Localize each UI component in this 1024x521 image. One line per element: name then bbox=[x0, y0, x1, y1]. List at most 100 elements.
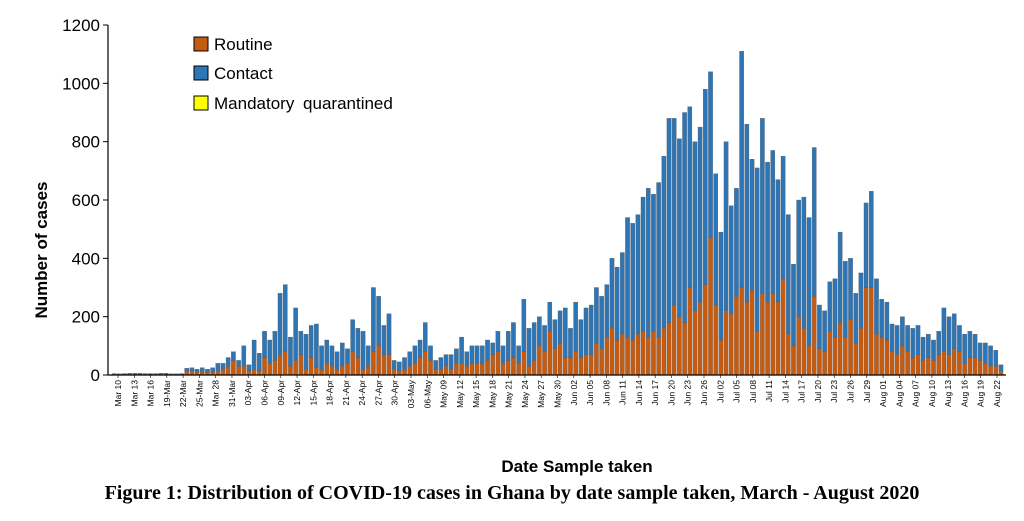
bar-contact bbox=[754, 167, 760, 332]
bar-routine bbox=[568, 357, 573, 376]
bar-contact bbox=[371, 287, 376, 352]
x-tick-label: Jul 11 bbox=[764, 380, 774, 402]
x-tick-label: 15-Apr bbox=[308, 380, 318, 406]
bar-routine bbox=[583, 354, 589, 376]
bar-contact bbox=[272, 331, 278, 361]
bar-routine bbox=[288, 366, 293, 376]
bar-contact bbox=[500, 345, 506, 364]
bar-routine bbox=[625, 336, 630, 376]
bar-contact bbox=[822, 310, 827, 352]
bar-routine bbox=[423, 351, 428, 376]
bar-routine bbox=[262, 357, 267, 376]
bar-contact bbox=[931, 339, 936, 361]
x-tick-label: May 12 bbox=[455, 380, 465, 408]
bar-contact bbox=[962, 334, 967, 364]
bar-routine bbox=[884, 339, 890, 376]
bar-routine bbox=[646, 336, 651, 376]
bar-routine bbox=[682, 322, 687, 376]
bar-routine bbox=[609, 328, 615, 376]
bar-contact bbox=[262, 331, 267, 358]
bar-contact bbox=[656, 182, 661, 338]
bar-routine bbox=[505, 360, 511, 376]
x-tick-label: Aug 10 bbox=[927, 380, 937, 407]
bar-routine bbox=[765, 301, 770, 376]
x-tick-label: 19-Mar bbox=[162, 380, 172, 407]
x-tick-label: 03-May bbox=[406, 379, 416, 408]
bar-contact bbox=[661, 156, 667, 329]
x-tick-label: Aug 07 bbox=[911, 380, 921, 407]
bar-contact bbox=[511, 322, 516, 358]
bar-contact bbox=[640, 196, 646, 332]
legend: Routine Contact Mandatory quarantined bbox=[193, 35, 393, 113]
bar-routine bbox=[417, 357, 423, 376]
bar-routine bbox=[303, 369, 309, 376]
bar-routine bbox=[806, 345, 812, 376]
bar-routine bbox=[438, 369, 444, 376]
bar-contact bbox=[604, 284, 610, 338]
bar-routine bbox=[998, 370, 1004, 376]
x-tick-label: Jul 08 bbox=[748, 380, 758, 403]
bar-contact bbox=[599, 296, 604, 349]
bar-routine bbox=[988, 366, 993, 376]
bar-routine bbox=[848, 319, 853, 376]
bar-routine bbox=[822, 351, 827, 376]
x-tick-label: Mar 28 bbox=[211, 380, 221, 407]
bar-routine bbox=[739, 287, 744, 376]
bar-contact bbox=[215, 363, 221, 371]
bar-contact bbox=[951, 313, 957, 349]
x-tick-label: Jul 14 bbox=[780, 380, 790, 403]
bar-routine bbox=[910, 357, 916, 376]
bar-contact bbox=[485, 339, 490, 361]
bar-contact bbox=[697, 126, 703, 303]
y-ticks-group: 0 200 400 600 800 1000 1200 bbox=[62, 16, 108, 385]
bar-contact bbox=[677, 138, 682, 317]
bar-contact bbox=[531, 322, 537, 361]
bar-contact bbox=[241, 345, 247, 367]
bar-routine bbox=[391, 369, 397, 376]
bar-routine bbox=[967, 357, 973, 376]
bar-routine bbox=[796, 316, 801, 376]
bar-contact bbox=[827, 281, 833, 332]
bar-contact bbox=[713, 173, 718, 306]
bar-routine bbox=[480, 363, 485, 376]
bar-routine bbox=[697, 301, 703, 376]
bar-routine bbox=[775, 301, 781, 376]
bar-contact bbox=[671, 118, 677, 306]
bar-contact bbox=[889, 323, 895, 352]
bar-contact bbox=[858, 272, 864, 329]
x-tick-label: Jul 02 bbox=[715, 380, 725, 403]
bar-routine bbox=[728, 313, 734, 376]
legend-swatch-contact bbox=[193, 65, 209, 81]
bar-contact bbox=[153, 373, 158, 375]
bar-routine bbox=[843, 336, 848, 376]
bar-routine bbox=[588, 354, 594, 376]
bar-routine bbox=[811, 296, 817, 376]
x-tick-label: Jun 23 bbox=[683, 380, 693, 406]
bar-routine bbox=[677, 316, 682, 376]
bar-contact bbox=[194, 369, 200, 373]
x-tick-label: Mar 16 bbox=[146, 380, 156, 407]
bar-routine bbox=[708, 237, 713, 376]
bar-routine bbox=[542, 351, 547, 376]
bar-routine bbox=[936, 354, 941, 376]
bar-routine bbox=[345, 363, 350, 376]
bar-contact bbox=[879, 299, 884, 338]
x-tick-label: Jul 20 bbox=[813, 380, 823, 403]
x-tick-label: Jun 02 bbox=[569, 380, 579, 406]
bar-routine bbox=[863, 287, 869, 376]
bar-routine bbox=[231, 360, 236, 376]
bar-contact bbox=[474, 345, 480, 364]
bar-contact bbox=[786, 214, 791, 335]
bar-contact bbox=[760, 118, 765, 294]
bar-contact bbox=[573, 301, 578, 352]
bar-contact bbox=[282, 284, 288, 352]
x-ticks-group: Mar 10 Mar 13 Mar 16 19-Mar 22-Mar 25-Mar Mar … bbox=[113, 375, 1002, 408]
bar-contact bbox=[817, 304, 822, 349]
bar-routine bbox=[858, 328, 864, 376]
bar-contact bbox=[620, 252, 625, 335]
x-tick-label: Aug 19 bbox=[976, 380, 986, 407]
bar-routine bbox=[599, 348, 604, 376]
bar-contact bbox=[749, 159, 755, 291]
bar-contact bbox=[894, 325, 900, 355]
bar-contact bbox=[635, 214, 641, 335]
